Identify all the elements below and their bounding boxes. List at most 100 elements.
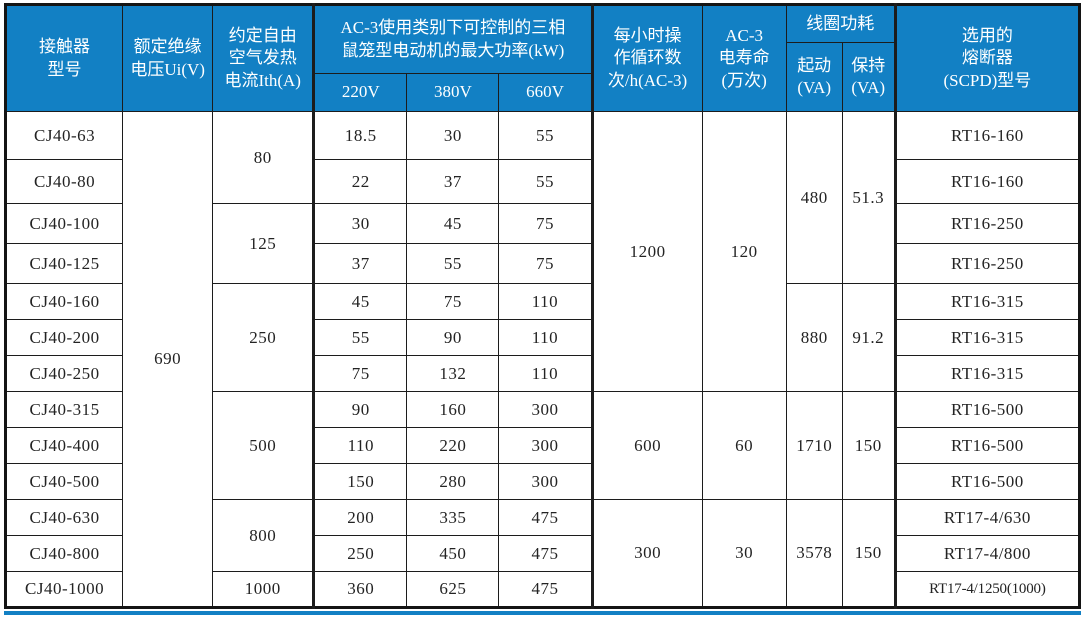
coil-start-cell: 480: [785, 111, 843, 284]
power-220v-cell: 22: [312, 159, 408, 204]
power-660v-cell: 300: [498, 463, 593, 500]
rated-voltage-cell: 690: [122, 111, 214, 608]
power-660v-cell: 55: [498, 111, 593, 160]
cycles-cell: 1200: [590, 111, 703, 392]
bottom-accent-bar: [4, 611, 1081, 615]
contactor-model-cell: CJ40-500: [4, 463, 124, 500]
fuse-cell: RT17-4/1250(1000): [893, 571, 1081, 608]
power-380v-cell: 280: [406, 463, 500, 500]
power-660v-cell: 75: [498, 203, 593, 244]
power-220v-cell: 37: [312, 243, 408, 284]
header-insulation-voltage: 额定绝缘 电压Ui(V): [122, 4, 214, 112]
header-operating-cycles: 每小时操 作循环数 次/h(AC-3): [590, 4, 703, 112]
contactor-spec-table: 接触器 型号 额定绝缘 电压Ui(V) 约定自由 空气发热 电流Ith(A) A…: [4, 3, 1081, 609]
header-coil-hold: 保持 (VA): [841, 42, 896, 112]
power-220v-cell: 75: [312, 355, 408, 392]
header-coil-start: 起动 (VA): [785, 42, 843, 112]
power-380v-cell: 75: [406, 283, 500, 320]
table-row: CJ40-100 125 30 45 75 RT16-250: [4, 203, 1081, 284]
power-660v-cell: 475: [498, 499, 593, 536]
fuse-cell: RT17-4/800: [893, 535, 1081, 572]
table-row: CJ40-630 800 200 335 475 300 30 3578 150…: [4, 499, 1081, 608]
ith-cell: 250: [212, 283, 315, 392]
table-row: CJ40-160 250 45 75 110 880 91.2 RT16-315: [4, 283, 1081, 392]
table-row: CJ40-200 55 90 110 RT16-315: [4, 319, 1081, 356]
power-380v-cell: 220: [406, 427, 500, 464]
power-660v-cell: 55: [498, 159, 593, 204]
cycles-cell: 600: [590, 391, 703, 500]
power-220v-cell: 110: [312, 427, 408, 464]
header-fuse-type: 选用的 熔断器 (SCPD)型号: [893, 4, 1081, 112]
power-660v-cell: 110: [498, 283, 593, 320]
life-cell: 30: [701, 499, 787, 608]
table-row: CJ40-315 500 90 160 300 600 60 1710 150 …: [4, 391, 1081, 500]
power-380v-cell: 37: [406, 159, 500, 204]
table-row: CJ40-63 690 80 18.5 30 55 1200 120 480 5…: [4, 111, 1081, 608]
header-380v: 380V: [406, 73, 500, 112]
header-row-2: 起动 (VA) 保持 (VA): [6, 42, 1080, 112]
power-380v-cell: 90: [406, 319, 500, 356]
contactor-model-cell: CJ40-250: [4, 355, 124, 392]
coil-start-cell: 880: [785, 283, 843, 392]
fuse-cell: RT16-250: [893, 243, 1081, 284]
coil-hold-cell: 150: [841, 391, 896, 500]
power-660v-cell: 300: [498, 391, 593, 428]
power-380v-cell: 55: [406, 243, 500, 284]
coil-hold-cell: 150: [841, 499, 896, 608]
contactor-model-cell: CJ40-100: [4, 203, 124, 244]
power-220v-cell: 200: [312, 499, 408, 536]
header-coil-consumption-group: 线圈功耗: [785, 4, 896, 43]
fuse-cell: RT16-500: [893, 391, 1081, 428]
cycles-cell: 300: [590, 499, 703, 608]
table-row: CJ40-1000 1000 360 625 475 RT17-4/1250(1…: [4, 571, 1081, 608]
ith-cell: 800: [212, 499, 315, 572]
fuse-cell: RT16-160: [893, 159, 1081, 204]
power-220v-cell: 55: [312, 319, 408, 356]
power-380v-cell: 30: [406, 111, 500, 160]
power-380v-cell: 335: [406, 499, 500, 536]
life-cell: 120: [701, 111, 787, 392]
coil-start-cell: 1710: [785, 391, 843, 500]
power-220v-cell: 90: [312, 391, 408, 428]
contactor-model-cell: CJ40-400: [4, 427, 124, 464]
contactor-model-cell: CJ40-315: [4, 391, 124, 428]
power-380v-cell: 160: [406, 391, 500, 428]
coil-hold-cell: 51.3: [841, 111, 896, 284]
power-220v-cell: 30: [312, 203, 408, 244]
fuse-cell: RT16-500: [893, 427, 1081, 464]
header-thermal-current: 约定自由 空气发热 电流Ith(A): [212, 4, 315, 112]
ith-cell: 125: [212, 203, 315, 284]
fuse-cell: RT16-315: [893, 355, 1081, 392]
contactor-model-cell: CJ40-125: [4, 243, 124, 284]
fuse-cell: RT17-4/630: [893, 499, 1081, 536]
header-row-1: 接触器 型号 额定绝缘 电压Ui(V) 约定自由 空气发热 电流Ith(A) A…: [4, 4, 1081, 112]
power-660v-cell: 75: [498, 243, 593, 284]
power-660v-cell: 475: [498, 535, 593, 572]
power-220v-cell: 360: [312, 571, 408, 608]
power-380v-cell: 45: [406, 203, 500, 244]
contactor-model-cell: CJ40-63: [4, 111, 124, 160]
power-220v-cell: 150: [312, 463, 408, 500]
power-660v-cell: 110: [498, 319, 593, 356]
fuse-cell: RT16-315: [893, 283, 1081, 320]
power-660v-cell: 110: [498, 355, 593, 392]
header-220v: 220V: [312, 73, 408, 112]
power-660v-cell: 300: [498, 427, 593, 464]
power-380v-cell: 450: [406, 535, 500, 572]
contactor-model-cell: CJ40-1000: [4, 571, 124, 608]
fuse-cell: RT16-160: [893, 111, 1081, 160]
power-380v-cell: 132: [406, 355, 500, 392]
fuse-cell: RT16-250: [893, 203, 1081, 244]
power-220v-cell: 250: [312, 535, 408, 572]
power-220v-cell: 18.5: [312, 111, 408, 160]
ith-cell: 80: [212, 111, 315, 204]
contactor-model-cell: CJ40-200: [4, 319, 124, 356]
table-body: CJ40-63 690 80 18.5 30 55 1200 120 480 5…: [4, 111, 1081, 608]
table-row: CJ40-80 22 37 55 RT16-160: [4, 159, 1081, 204]
contactor-model-cell: CJ40-80: [4, 159, 124, 204]
table-row: CJ40-125 37 55 75 RT16-250: [4, 243, 1081, 284]
header-row-3: 220V 380V 660V: [6, 73, 1080, 112]
life-cell: 60: [701, 391, 787, 500]
table-row: CJ40-400 110 220 300 RT16-500: [4, 427, 1081, 464]
